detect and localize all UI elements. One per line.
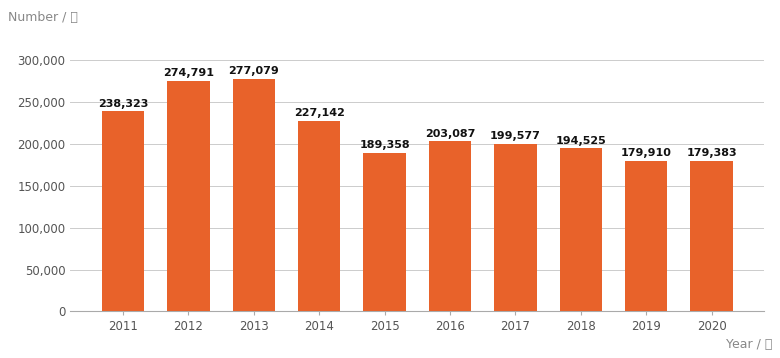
Bar: [101, 111, 144, 311]
Text: 203,087: 203,087: [425, 129, 475, 139]
Text: Number / 件: Number / 件: [8, 11, 78, 24]
Text: 227,142: 227,142: [294, 108, 345, 118]
Bar: [429, 141, 471, 311]
Bar: [495, 144, 537, 311]
Text: 199,577: 199,577: [490, 131, 541, 141]
Bar: [232, 79, 275, 311]
Text: 277,079: 277,079: [229, 67, 279, 77]
Text: 194,525: 194,525: [555, 136, 606, 146]
Text: 179,383: 179,383: [686, 149, 737, 159]
Text: 238,323: 238,323: [98, 99, 148, 109]
Bar: [298, 121, 340, 311]
Bar: [625, 160, 668, 311]
Bar: [363, 153, 406, 311]
Text: 179,910: 179,910: [621, 148, 672, 158]
Bar: [559, 148, 602, 311]
Text: Year / 年: Year / 年: [726, 338, 772, 351]
Bar: [690, 161, 733, 311]
Text: 189,358: 189,358: [360, 140, 410, 150]
Text: 274,791: 274,791: [163, 68, 214, 78]
Bar: [167, 81, 210, 311]
